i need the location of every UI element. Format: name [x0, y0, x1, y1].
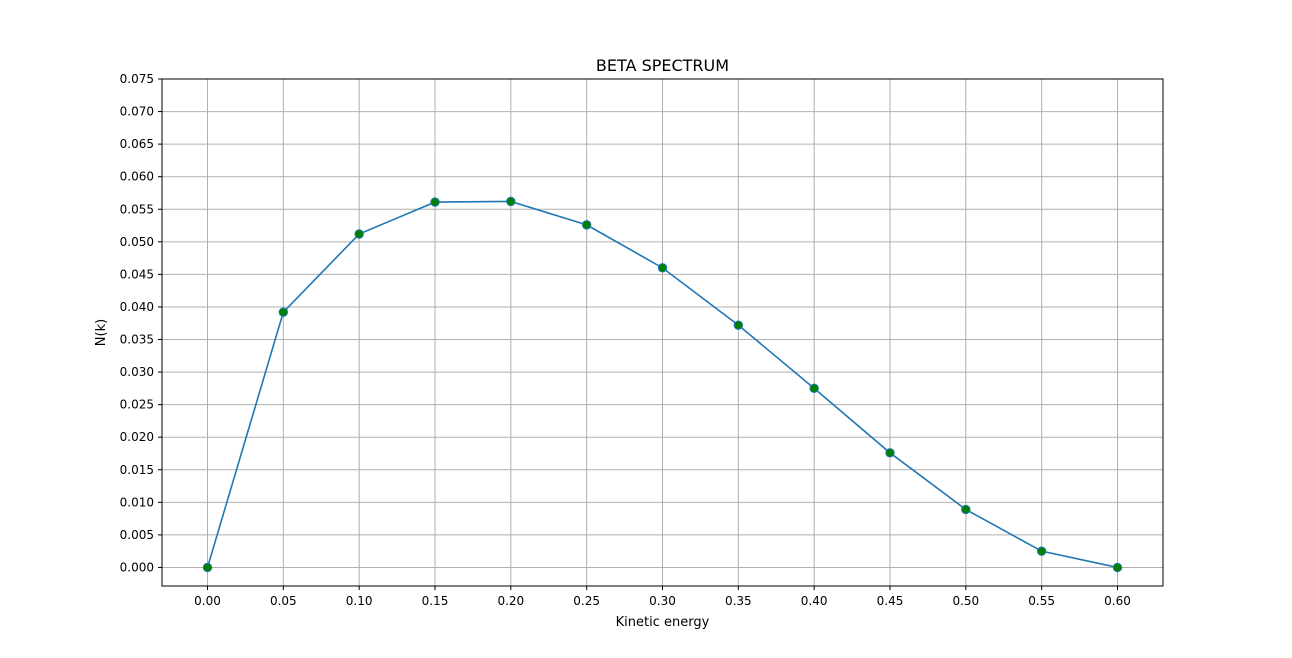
data-point	[354, 229, 364, 239]
y-tick-label: 0.055	[120, 202, 154, 216]
x-tick-label: 0.40	[801, 594, 828, 608]
y-tick-label: 0.060	[120, 170, 154, 184]
data-point	[278, 307, 289, 317]
grid	[162, 78, 1163, 586]
y-tick-label: 0.050	[120, 235, 154, 249]
y-tick-label: 0.035	[120, 333, 154, 347]
x-tick-label: 0.30	[649, 594, 676, 608]
x-tick-label: 0.55	[1028, 594, 1055, 608]
data-point	[430, 197, 440, 207]
y-tick-label: 0.025	[120, 398, 154, 412]
x-tick-label: 0.35	[725, 594, 752, 608]
y-tick-label: 0.005	[120, 528, 154, 542]
y-tick-label: 0.075	[120, 72, 154, 86]
y-tick-label: 0.015	[120, 463, 154, 477]
x-tick-label: 0.20	[497, 594, 524, 608]
x-tick-label: 0.10	[346, 594, 373, 608]
data-point	[506, 196, 516, 207]
x-axis-label: Kinetic energy	[616, 615, 710, 630]
data-point	[1036, 546, 1047, 556]
y-tick-label: 0.030	[120, 365, 154, 379]
ticks: 0.00 0.05 0.10 0.15 0.20 0.25 0.30 0.35 0.40 0.45…	[120, 72, 1131, 608]
y-axis-label: N(k)	[94, 319, 109, 346]
data-point	[1112, 562, 1123, 573]
x-tick-label: 0.60	[1104, 594, 1131, 608]
x-tick-label: 0.15	[422, 594, 449, 608]
y-tick-label: 0.020	[120, 430, 154, 444]
y-tick-label: 0.010	[120, 495, 154, 509]
data-point	[733, 320, 744, 330]
x-tick-label: 0.25	[573, 594, 600, 608]
data-point	[961, 504, 971, 515]
data-point	[809, 383, 819, 394]
series	[202, 196, 1123, 573]
axes-frame	[161, 78, 1164, 587]
x-tick-label: 0.45	[877, 594, 904, 608]
x-tick-label: 0.05	[270, 594, 297, 608]
y-tick-label: 0.000	[120, 560, 154, 574]
x-tick-label: 0.50	[952, 594, 979, 608]
x-tick-label: 0.00	[194, 594, 221, 608]
data-point	[657, 263, 668, 273]
y-tick-label: 0.065	[120, 137, 154, 151]
data-point	[202, 562, 213, 573]
data-point	[581, 220, 592, 230]
chart-title: BETA SPECTRUM	[596, 56, 729, 75]
y-tick-label: 0.040	[120, 300, 154, 314]
y-tick-label: 0.045	[120, 267, 154, 281]
y-tick-label: 0.070	[120, 105, 154, 119]
data-point	[885, 448, 895, 458]
